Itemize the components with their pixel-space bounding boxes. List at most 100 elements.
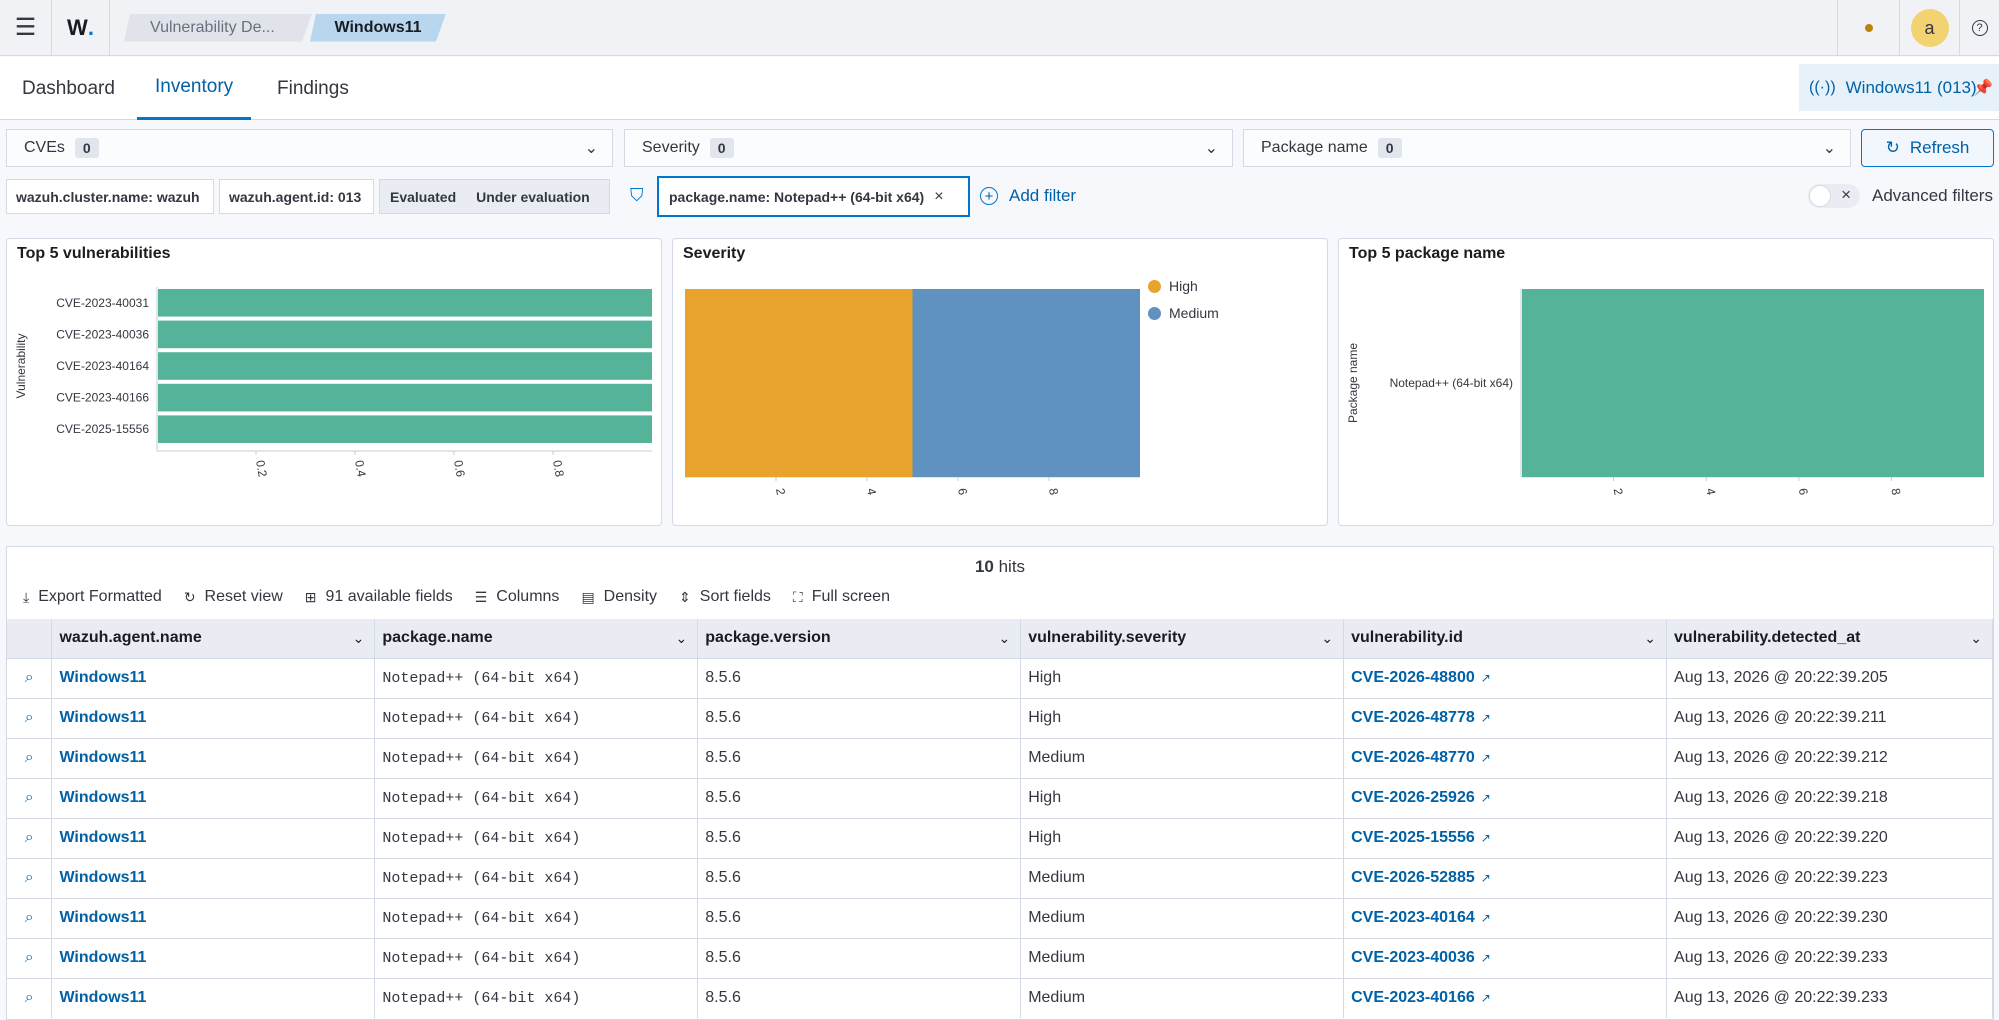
chevron-down-icon[interactable]: ⌄ [1644, 630, 1657, 646]
vulnerability-link[interactable]: CVE-2023-40166 [1351, 989, 1475, 1007]
inspect-row-icon[interactable]: ⌕ [7, 657, 53, 698]
cell-severity: Medium [1020, 977, 1345, 1018]
inspect-row-icon[interactable]: ⌕ [7, 817, 53, 858]
panel-title: Top 5 vulnerabilities [17, 245, 171, 262]
agent-link[interactable]: Windows11 [59, 949, 147, 966]
menu-icon[interactable]: ☰ [0, 0, 52, 56]
column-header-severity[interactable]: vulnerability.severity ⌄ [1020, 619, 1345, 658]
pinned-agent-button[interactable]: ((·)) Windows11 (013) 📌 [1799, 64, 1999, 111]
density-button[interactable]: ▤ Density [581, 588, 657, 606]
chevron-down-icon[interactable]: ⌄ [352, 630, 365, 646]
cves-select[interactable]: CVEs 0 ⌄ [6, 129, 613, 167]
inspect-row-icon[interactable]: ⌕ [7, 737, 53, 778]
vulnerability-link[interactable]: CVE-2023-40036 [1351, 949, 1475, 966]
close-icon[interactable]: × [934, 187, 944, 205]
column-header-detected-at[interactable]: vulnerability.detected_at ⌄ [1666, 619, 1993, 658]
agent-link[interactable]: Windows11 [59, 789, 147, 806]
inspect-row-icon[interactable]: ⌕ [7, 777, 53, 818]
refresh-button[interactable]: ↻ Refresh [1861, 129, 1994, 167]
tab-findings[interactable]: Findings [277, 77, 349, 99]
chevron-down-icon[interactable]: ⌄ [675, 630, 688, 646]
column-header-package-name[interactable]: package.name ⌄ [374, 619, 699, 658]
legend-item-medium[interactable]: Medium [1148, 305, 1219, 321]
top5-vulnerabilities-chart: CVE-2023-40031 CVE-2023-40036 CVE-2023-401… [14, 287, 652, 478]
external-link-icon[interactable]: ↗ [1480, 751, 1491, 765]
y-axis-label: Vulnerability [14, 334, 28, 399]
cell-severity: Medium [1020, 897, 1345, 938]
external-link-icon[interactable]: ↗ [1480, 831, 1491, 845]
wazuh-logo[interactable]: W. [52, 0, 110, 56]
sort-icon: ⇕ [679, 588, 691, 605]
cell-package-name: Notepad++ (64-bit x64) [374, 657, 699, 698]
columns-button[interactable]: ☰ Columns [475, 588, 560, 606]
agent-link[interactable]: Windows11 [59, 709, 147, 726]
external-link-icon[interactable]: ↗ [1480, 871, 1491, 885]
vulnerability-link[interactable]: CVE-2026-52885 [1351, 869, 1475, 886]
external-link-icon[interactable]: ↗ [1480, 791, 1491, 805]
filter-pill-cluster[interactable]: wazuh.cluster.name: wazuh [6, 179, 214, 214]
tab-dashboard[interactable]: Dashboard [22, 77, 115, 99]
breadcrumb-windows11[interactable]: Windows11 [310, 14, 446, 42]
help-button[interactable]: ? [1959, 0, 1999, 56]
column-header-package-version[interactable]: package.version ⌄ [697, 619, 1022, 658]
tab-inventory[interactable]: Inventory [137, 57, 252, 120]
evaluated-toggle[interactable]: Evaluated [390, 188, 457, 205]
chevron-down-icon[interactable]: ⌄ [1321, 630, 1334, 646]
filter-pill-agent[interactable]: wazuh.agent.id: 013 [219, 179, 374, 214]
top5-package-chart: Notepad++ (64-bit x64) 2 4 6 8 Package name [1346, 289, 1984, 496]
column-header-vulnerability-id[interactable]: vulnerability.id ⌄ [1343, 619, 1668, 658]
filter-funnel-icon[interactable]: ⛉ [630, 185, 644, 205]
external-link-icon[interactable]: ↗ [1480, 671, 1491, 685]
cell-package-version: 8.5.6 [697, 977, 1022, 1018]
cell-package-version: 8.5.6 [697, 897, 1022, 938]
agent-link[interactable]: Windows11 [59, 749, 147, 766]
inspect-row-icon[interactable]: ⌕ [7, 897, 53, 938]
legend-item-high[interactable]: High [1148, 278, 1219, 294]
user-menu[interactable]: a [1899, 0, 1959, 56]
filter-pill-package-name[interactable]: package.name: Notepad++ (64-bit x64) × [657, 176, 970, 217]
inspect-row-icon[interactable]: ⌕ [7, 937, 53, 978]
agent-link[interactable]: Windows11 [59, 869, 147, 886]
sort-fields-button[interactable]: ⇕ Sort fields [679, 588, 771, 606]
severity-select[interactable]: Severity 0 ⌄ [624, 129, 1233, 167]
cell-vulnerability-id: CVE-2023-40164 ↗ [1343, 897, 1668, 938]
agent-link[interactable]: Windows11 [59, 989, 147, 1007]
vulnerability-link[interactable]: CVE-2023-40164 [1351, 909, 1475, 926]
add-filter-button[interactable]: + Add filter [980, 186, 1076, 206]
agent-link[interactable]: Windows11 [59, 669, 147, 686]
vulnerability-link[interactable]: CVE-2026-25926 [1351, 789, 1475, 806]
column-header-agent-name[interactable]: wazuh.agent.name ⌄ [51, 619, 376, 658]
inspect-row-icon[interactable]: ⌕ [7, 857, 53, 898]
cell-agent-name: Windows11 [51, 977, 376, 1018]
under-evaluation-toggle[interactable]: Under evaluation [476, 188, 590, 205]
chevron-down-icon[interactable]: ⌄ [1970, 630, 1982, 646]
vulnerability-link[interactable]: CVE-2026-48778 [1351, 709, 1475, 726]
package-name-select[interactable]: Package name 0 ⌄ [1243, 129, 1851, 167]
inspect-row-icon[interactable]: ⌕ [7, 977, 53, 1018]
legend-label: High [1169, 278, 1198, 294]
add-filter-label: Add filter [1009, 186, 1077, 205]
inspect-row-icon[interactable]: ⌕ [7, 697, 53, 738]
external-link-icon[interactable]: ↗ [1480, 911, 1491, 925]
available-fields-button[interactable]: ⊞ 91 available fields [305, 588, 453, 606]
vulnerability-link[interactable]: CVE-2026-48770 [1351, 749, 1475, 766]
breadcrumb-vulnerability-detection[interactable]: Vulnerability De... [124, 14, 312, 42]
vulnerability-link[interactable]: CVE-2026-48800 [1351, 669, 1475, 686]
external-link-icon[interactable]: ↗ [1480, 991, 1491, 1006]
pin-icon[interactable]: 📌 [1973, 79, 1993, 97]
cell-package-version: 8.5.6 [697, 817, 1022, 858]
full-screen-button[interactable]: ⛶ Full screen [793, 588, 890, 606]
external-link-icon[interactable]: ↗ [1480, 951, 1491, 965]
toggle-switch[interactable]: × [1808, 184, 1860, 208]
table-row: ⌕ Windows11 Notepad++ (64-bit x64) 8.5.6 Med… [7, 977, 1993, 1018]
export-formatted-button[interactable]: ⤓ Export Formatted [23, 588, 162, 606]
agent-link[interactable]: Windows11 [59, 909, 147, 926]
reset-view-button[interactable]: ↻ Reset view [184, 588, 283, 606]
notification-dot-icon[interactable] [1837, 0, 1899, 56]
vulnerability-link[interactable]: CVE-2025-15556 [1351, 829, 1475, 846]
cell-agent-name: Windows11 [51, 697, 376, 738]
advanced-filters-switch[interactable]: × Advanced filters [1808, 184, 1993, 208]
external-link-icon[interactable]: ↗ [1480, 711, 1491, 725]
chevron-down-icon[interactable]: ⌄ [998, 630, 1011, 646]
agent-link[interactable]: Windows11 [59, 829, 147, 846]
